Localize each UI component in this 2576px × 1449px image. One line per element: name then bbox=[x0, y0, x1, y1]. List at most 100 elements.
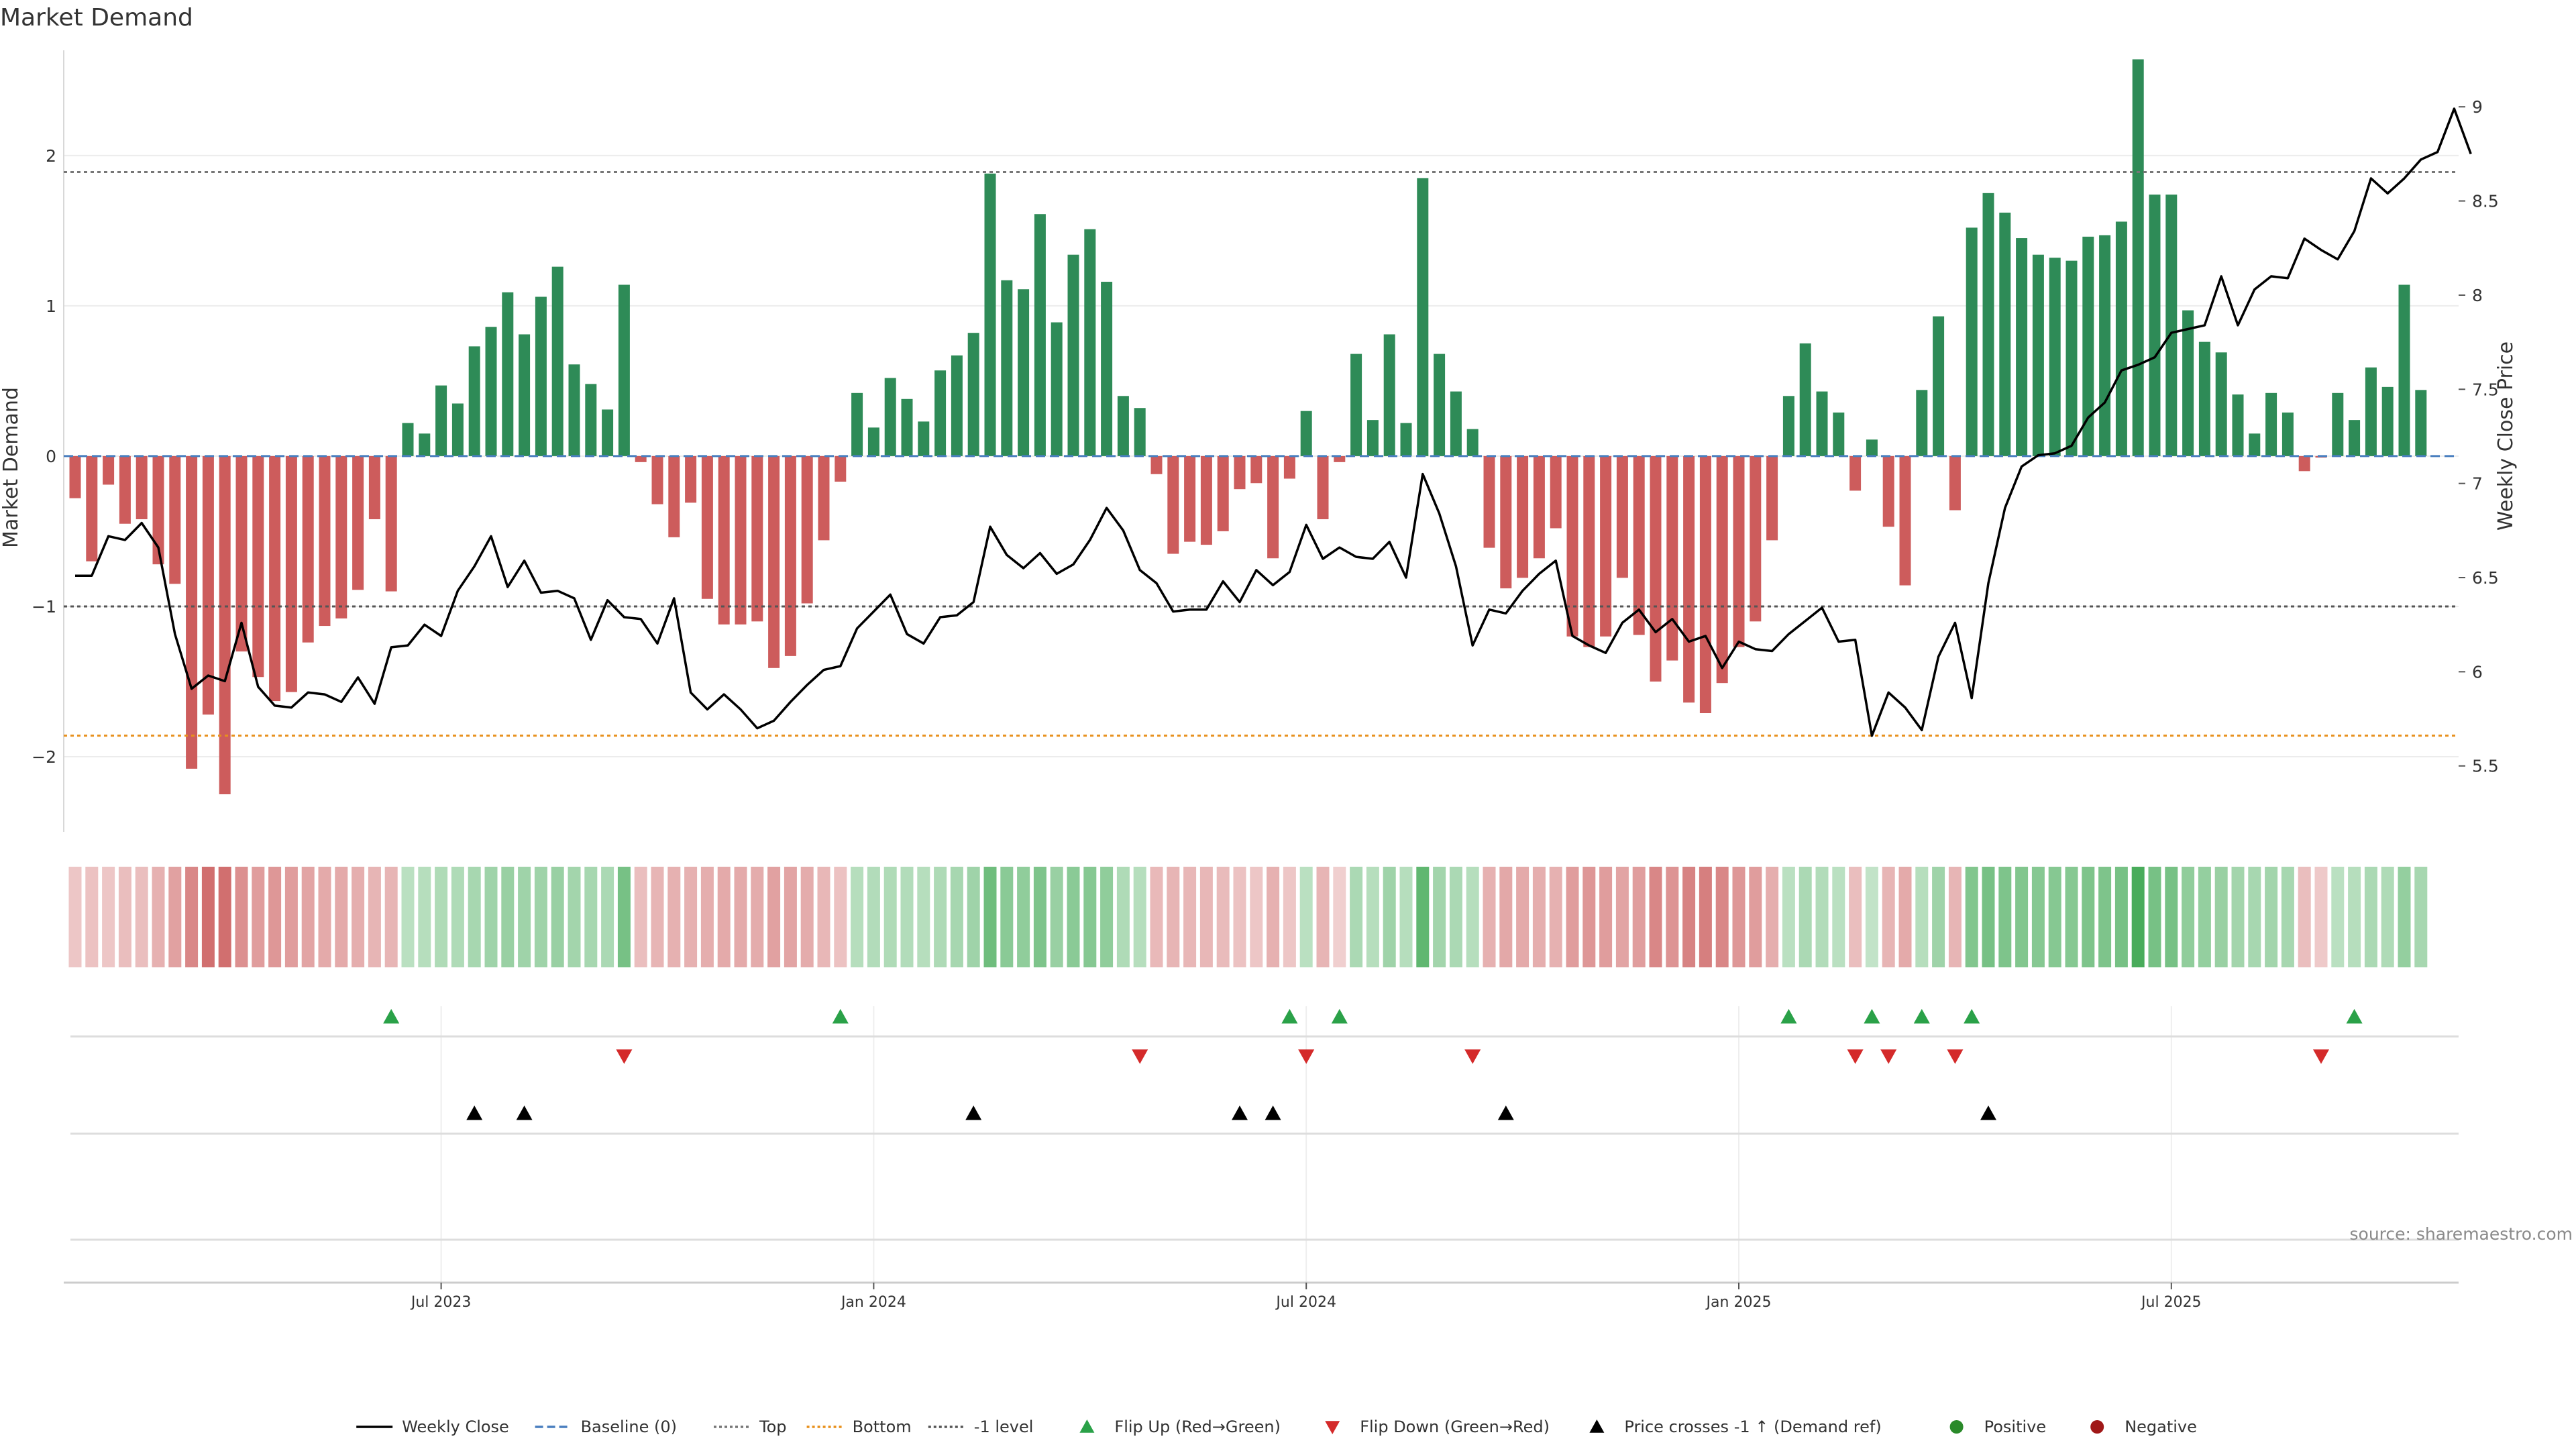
demand-bar bbox=[1250, 455, 1263, 484]
demand-bar bbox=[718, 455, 730, 625]
state-cell bbox=[168, 867, 182, 967]
demand-bar bbox=[1234, 455, 1246, 490]
state-cell bbox=[2114, 867, 2128, 967]
price-cross-marker bbox=[1497, 1106, 1514, 1120]
demand-bar bbox=[735, 455, 747, 625]
price-cross-marker bbox=[1265, 1106, 1281, 1120]
legend-label: Weekly Close bbox=[402, 1417, 509, 1436]
state-cell bbox=[268, 867, 282, 967]
y2-tick-label: 8.5 bbox=[2472, 192, 2499, 211]
demand-bar bbox=[1067, 254, 1079, 456]
demand-bar bbox=[2265, 392, 2277, 456]
demand-bar bbox=[1366, 420, 1379, 456]
state-cell bbox=[2031, 867, 2045, 967]
demand-bar bbox=[818, 455, 830, 541]
state-cell bbox=[751, 867, 764, 967]
state-cell bbox=[2381, 867, 2394, 967]
state-cell bbox=[1782, 867, 1795, 967]
flip-up-marker bbox=[383, 1009, 400, 1024]
demand-bar bbox=[269, 455, 281, 702]
state-cell bbox=[384, 867, 398, 967]
demand-bar bbox=[1483, 455, 1495, 548]
state-cell bbox=[1383, 867, 1396, 967]
state-cell bbox=[1316, 867, 1330, 967]
state-cell bbox=[1948, 867, 1962, 967]
demand-bar bbox=[2198, 341, 2210, 456]
price-cross-marker bbox=[1232, 1106, 1248, 1120]
legend-label: Baseline (0) bbox=[581, 1417, 677, 1436]
flip-up-marker bbox=[1964, 1009, 1980, 1024]
demand-bar bbox=[1500, 455, 1512, 589]
price-cross-marker bbox=[965, 1106, 982, 1120]
demand-bar bbox=[784, 455, 796, 656]
demand-bar bbox=[2282, 412, 2294, 456]
demand-bar bbox=[1550, 455, 1562, 529]
state-cell bbox=[1599, 867, 1613, 967]
state-cell bbox=[1050, 867, 1063, 967]
state-cell bbox=[983, 867, 997, 967]
state-cell bbox=[1849, 867, 1862, 967]
legend-item: Flip Up (Red→Green) bbox=[1079, 1417, 1281, 1436]
demand-bar bbox=[1949, 455, 1961, 511]
state-cell bbox=[1865, 867, 1878, 967]
demand-bar bbox=[2398, 284, 2410, 456]
demand-bar bbox=[2182, 310, 2194, 456]
state-cell bbox=[900, 867, 914, 967]
state-cell bbox=[700, 867, 714, 967]
demand-bar bbox=[551, 266, 564, 456]
demand-bar bbox=[918, 421, 930, 456]
legend-item: Weekly Close bbox=[356, 1417, 509, 1436]
demand-bar bbox=[519, 334, 531, 456]
demand-bar bbox=[2332, 392, 2344, 456]
state-cell bbox=[684, 867, 698, 967]
state-strip-panel bbox=[68, 867, 2428, 967]
demand-bar bbox=[2249, 433, 2261, 456]
date-tick-label: Jul 2025 bbox=[2140, 1294, 2202, 1311]
state-cell bbox=[185, 867, 199, 967]
demand-bar bbox=[1982, 193, 1994, 456]
demand-bar bbox=[2298, 455, 2310, 472]
state-cell bbox=[1033, 867, 1046, 967]
demand-bar bbox=[1434, 354, 1446, 456]
demand-bar bbox=[2415, 390, 2427, 456]
state-cell bbox=[152, 867, 165, 967]
demand-bar bbox=[1001, 280, 1013, 456]
state-cell bbox=[1299, 867, 1313, 967]
demand-bar bbox=[1833, 412, 1845, 456]
demand-bar bbox=[1616, 455, 1628, 578]
state-cell bbox=[1167, 867, 1180, 967]
demand-bar bbox=[1317, 455, 1329, 519]
state-cell bbox=[2414, 867, 2428, 967]
demand-bar bbox=[1766, 455, 1778, 541]
state-cell bbox=[1350, 867, 1363, 967]
state-cell bbox=[1100, 867, 1114, 967]
demand-bar bbox=[235, 455, 248, 652]
state-cell bbox=[468, 867, 481, 967]
demand-bar bbox=[485, 327, 497, 456]
state-cell bbox=[1449, 867, 1462, 967]
state-cell bbox=[484, 867, 498, 967]
legend-label: Flip Up (Red→Green) bbox=[1114, 1417, 1281, 1436]
state-cell bbox=[218, 867, 231, 967]
state-cell bbox=[2015, 867, 2029, 967]
legend-label: Negative bbox=[2125, 1417, 2197, 1436]
state-cell bbox=[1466, 867, 1479, 967]
demand-bar bbox=[1633, 455, 1645, 635]
state-cell bbox=[2248, 867, 2261, 967]
y2-tick-label: 8 bbox=[2472, 286, 2483, 305]
state-cell bbox=[1516, 867, 1529, 967]
demand-bar bbox=[1882, 455, 1894, 527]
demand-bar bbox=[1334, 455, 1346, 462]
demand-bar bbox=[934, 370, 947, 456]
state-cell bbox=[1815, 867, 1829, 967]
demand-bar bbox=[1034, 214, 1046, 456]
state-cell bbox=[1283, 867, 1296, 967]
demand-bar bbox=[419, 433, 431, 456]
demand-bar bbox=[2082, 236, 2094, 456]
legend-label: Positive bbox=[1984, 1417, 2047, 1436]
demand-bar bbox=[1217, 455, 1229, 531]
legend-label: -1 level bbox=[974, 1417, 1034, 1436]
y2-tick-label: 6 bbox=[2472, 662, 2483, 682]
state-cell bbox=[1932, 867, 1945, 967]
main-panel: 2 1 0 −1 −2 9 8.5 8 7.5 7 6.5 6 5.5 bbox=[32, 50, 2499, 832]
